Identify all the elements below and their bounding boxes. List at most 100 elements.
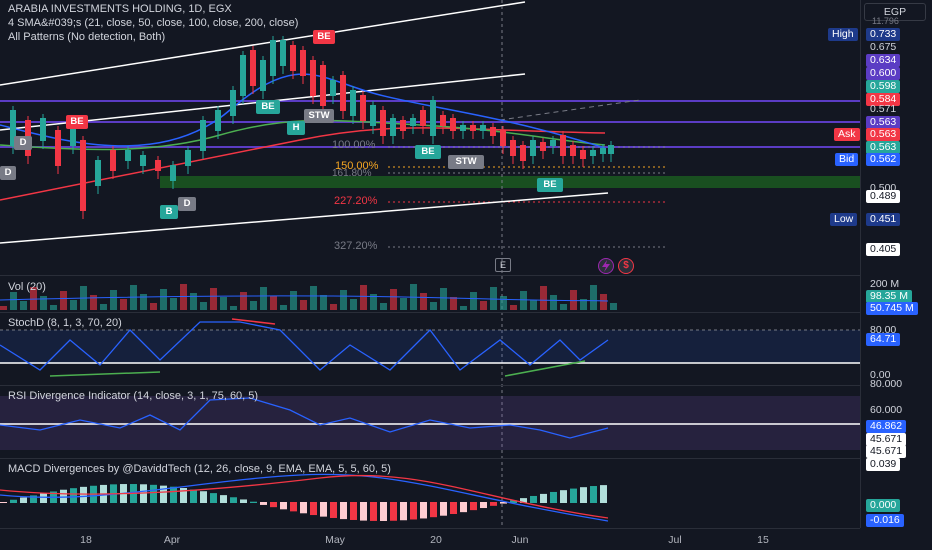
pattern-d[interactable]: D [0, 166, 16, 180]
volume-bar [370, 294, 377, 310]
pattern-be-bear[interactable]: BE [66, 115, 88, 129]
macd-histogram-bar [200, 491, 207, 503]
high-value: 0.733 [866, 28, 901, 41]
candle-body [10, 110, 16, 146]
time-tick: 20 [430, 534, 442, 546]
price-0600: 0.600 [866, 67, 901, 80]
fib-227: 227.20% [334, 195, 378, 207]
macd-histogram-bar [80, 486, 87, 503]
macd-histogram-bar [390, 502, 397, 521]
volume-ma: 50.745 M [866, 302, 918, 315]
volume-bar [120, 299, 127, 310]
volume-bar [390, 289, 397, 310]
time-scale[interactable]: 18 Apr May 20 Jun Jul 15 [0, 528, 860, 550]
stoch-legend[interactable]: StochD (8, 1, 3, 70, 20) [8, 317, 122, 329]
price-0584: 0.584 [866, 93, 901, 106]
pattern-be-bull[interactable]: BE [415, 145, 441, 159]
volume-bar [150, 303, 157, 310]
volume-value: 98.35 M [866, 290, 912, 303]
lightning-icon[interactable] [598, 258, 614, 274]
volume-bar [510, 305, 517, 310]
time-tick: Jul [668, 534, 682, 546]
pattern-h[interactable]: H [287, 121, 305, 135]
pattern-d[interactable]: D [178, 197, 196, 211]
macd-legend[interactable]: MACD Divergences by @DaviddTech (12, 26,… [8, 463, 391, 475]
volume-bar [310, 286, 317, 310]
volume-bar [290, 291, 297, 310]
patterns-legend[interactable]: All Patterns (No detection, Both) [8, 31, 166, 43]
stoch-divergence [231, 318, 276, 325]
candle-body [400, 120, 406, 131]
pattern-be-bull[interactable]: BE [256, 100, 280, 114]
candle-body [280, 40, 286, 66]
macd-histogram-bar [470, 502, 477, 511]
candle-body [560, 135, 566, 156]
macd-histogram-bar [570, 488, 577, 503]
candle-body [550, 140, 556, 146]
pattern-stw[interactable]: STW [448, 155, 484, 169]
candle-body [250, 50, 256, 86]
pattern-be-bull[interactable]: BE [537, 178, 563, 192]
macd-histogram-bar [380, 502, 387, 521]
volume-bar [590, 285, 597, 310]
candle-body [40, 118, 46, 141]
price-0571: 0.571 [870, 103, 897, 115]
volume-bar [580, 299, 587, 310]
stoch-value: 64.71 [866, 333, 901, 346]
sma-legend[interactable]: 4 SMA&#039;s (21, close, 50, close, 100,… [8, 17, 299, 29]
volume-bar [440, 288, 447, 310]
macd-histogram-bar [450, 502, 457, 515]
last-price: 0.563 [866, 141, 901, 154]
candle-body [580, 150, 586, 159]
pattern-stw[interactable]: STW [304, 109, 334, 123]
rsi-level: 45.671 [866, 433, 907, 446]
volume-bar [530, 300, 537, 310]
volume-bar [160, 289, 167, 310]
volume-bar [140, 294, 147, 310]
volume-bar [300, 300, 307, 310]
candle-body [70, 125, 76, 146]
rsi-legend[interactable]: RSI Divergence Indicator (14, close, 3, … [8, 390, 259, 402]
dividend-icon[interactable]: $ [618, 258, 634, 274]
price-0675: 0.675 [870, 41, 897, 53]
chart-area[interactable] [0, 0, 860, 528]
earnings-marker[interactable]: E [495, 258, 511, 272]
volume-bar [430, 302, 437, 310]
macd-histogram-bar [590, 486, 597, 503]
symbol-title[interactable]: ARABIA INVESTMENTS HOLDING, 1D, EGX [8, 3, 232, 15]
volume-bar [210, 288, 217, 310]
macd-histogram-bar [150, 484, 157, 503]
pattern-d[interactable]: D [14, 136, 32, 150]
candle-body [140, 155, 146, 166]
pane-divider[interactable] [0, 458, 932, 459]
price-0598: 0.598 [866, 80, 901, 93]
currency-button[interactable]: EGP [864, 3, 926, 21]
macd-histogram-bar [360, 502, 367, 521]
pane-divider[interactable] [0, 312, 932, 313]
rsi-scale-80: 80.000 [870, 378, 903, 390]
macd-histogram-bar [490, 502, 497, 506]
pane-divider[interactable] [0, 275, 932, 276]
pane-divider[interactable] [0, 385, 932, 386]
candle-body [520, 145, 526, 161]
candle-body [155, 160, 161, 171]
pattern-be-bear[interactable]: BE [313, 30, 335, 44]
macd-histogram-bar [480, 502, 487, 509]
macd-histogram-bar [350, 502, 357, 520]
candle-body [480, 125, 486, 131]
macd-histogram-bar [160, 485, 167, 503]
volume-bar [380, 303, 387, 310]
volume-bar [170, 298, 177, 310]
macd-histogram-bar [530, 495, 537, 503]
candle-body [590, 150, 596, 156]
time-tick: 15 [757, 534, 769, 546]
pattern-b[interactable]: B [160, 205, 178, 219]
candle-body [410, 118, 416, 126]
ask-value: 0.563 [866, 128, 901, 141]
candle-body [430, 100, 436, 136]
fib-100: 100.00% [332, 139, 376, 151]
main-chart-svg[interactable] [0, 0, 860, 528]
volume-bar [70, 300, 77, 310]
volume-legend[interactable]: Vol (20) [8, 281, 46, 293]
volume-bar [570, 290, 577, 310]
